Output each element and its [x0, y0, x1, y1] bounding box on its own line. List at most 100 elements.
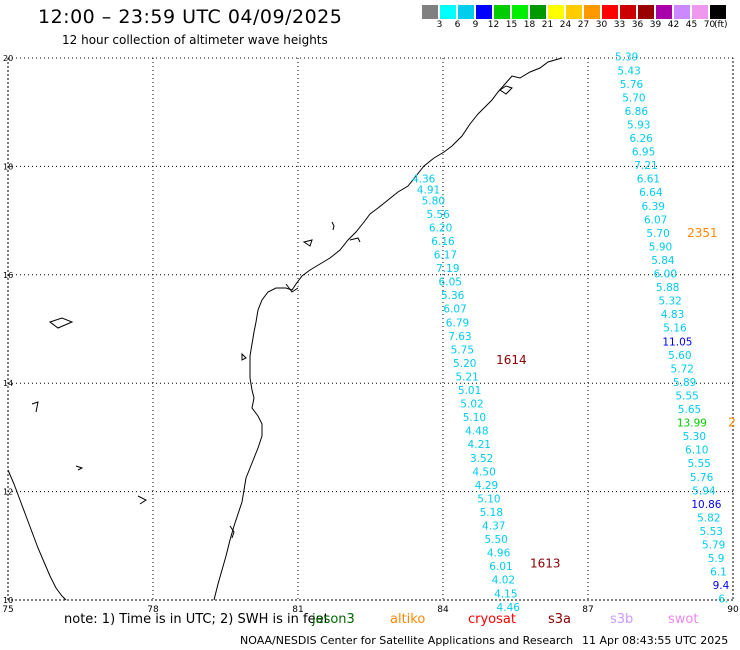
- x-tick-label: 84: [437, 605, 449, 612]
- axis-labels: 75 78 81 84 87 90 10 12 14 16 18 20: [2, 54, 739, 612]
- wave-height-reading: 4.37: [482, 521, 505, 533]
- colorbar-label: 6: [454, 20, 461, 30]
- wave-height-reading: 6.26: [629, 133, 653, 145]
- footer-credit: NOAA/NESDIS Center for Satellite Applica…: [240, 634, 574, 647]
- wave-height-reading: 5.55: [687, 458, 710, 470]
- island-3: [349, 237, 361, 243]
- y-tick-label: 16: [3, 271, 13, 280]
- wave-height-reading: 5.93: [627, 119, 650, 131]
- y-tick-label: 14: [3, 379, 13, 388]
- footer-timestamp: 11 Apr 08:43:55 UTC 2025: [582, 634, 729, 647]
- wave-height-reading: 6.00: [654, 269, 677, 281]
- wave-height-reading: 4.15: [494, 588, 517, 600]
- colorbar-bin: [494, 5, 511, 19]
- wave-height-reading: 5.20: [453, 358, 476, 370]
- time-label: 1613: [530, 556, 561, 570]
- wave-height-reading: 5.53: [700, 526, 723, 538]
- wave-height-reading: 4.48: [465, 426, 488, 438]
- y-tick-label: 12: [3, 488, 13, 497]
- colorbar-bin: [458, 5, 475, 19]
- wave-height-reading: 5.76: [620, 79, 644, 91]
- wave-height-reading: 5.36: [441, 290, 465, 302]
- wave-height-reading: 5.65: [678, 404, 701, 416]
- colorbar-bin: [440, 5, 457, 19]
- colorbar-label: 18: [523, 20, 536, 30]
- wave-height-reading: 5.89: [673, 377, 696, 389]
- colorbar-bin: [638, 5, 655, 19]
- colorbar-label: 15: [505, 20, 518, 30]
- wave-height-reading: 7.21: [634, 160, 657, 172]
- legend-jason3: jason3: [312, 612, 355, 627]
- inland-lake-3: [241, 352, 247, 361]
- chilika-lake: [499, 85, 513, 95]
- wave-height-reading: 4.29: [475, 480, 498, 492]
- wave-height-reading: 5.70: [646, 228, 669, 240]
- wave-height-reading: 5.21: [455, 371, 478, 383]
- colorbar-label: 30: [595, 20, 608, 30]
- colorbar-label: 33: [613, 20, 626, 30]
- colorbar-bin: [602, 5, 619, 19]
- colorbar-label: 21: [541, 20, 554, 30]
- wave-height-reading: 5.70: [622, 92, 645, 104]
- wave-height-reading: 5.30: [683, 431, 706, 443]
- x-tick-label: 78: [147, 605, 159, 612]
- wave-height-reading: 5.79: [702, 540, 725, 552]
- wave-height-reading: 6.61: [637, 174, 660, 186]
- time-labels: 16141613161223512: [496, 226, 736, 571]
- y-tick-label: 10: [3, 596, 13, 605]
- wave-height-reading: 5.88: [656, 282, 679, 294]
- inland-lake-2: [31, 401, 39, 413]
- wave-height-reading: 11.05: [662, 336, 692, 348]
- inland-lake-1: [48, 317, 74, 329]
- wave-height-reading: 6.39: [642, 201, 665, 213]
- colorbar-label: 3: [436, 20, 443, 30]
- track-east: 5.395.435.765.706.865.936.266.957.216.61…: [615, 52, 730, 606]
- y-tick-label: 20: [3, 54, 13, 63]
- wave-height-reading: 5.94: [692, 485, 716, 497]
- colorbar-bin: [584, 5, 601, 19]
- wave-height-reading: 4.21: [468, 439, 491, 451]
- altimeter-tracks: 4.364.915.80 5.566.20 6.16 6.177.19 6.055.36…: [412, 52, 730, 612]
- legend-s3a: s3a: [548, 612, 572, 627]
- colorbar-label: 9: [472, 20, 479, 30]
- wave-height-reading: 4.83: [661, 309, 684, 321]
- wave-height-reading: 6.07: [644, 214, 667, 226]
- colorbar-label: 70: [703, 20, 716, 30]
- wave-height-reading: 4.91: [417, 185, 440, 197]
- coastline: [7, 57, 563, 601]
- wave-height-reading: 5.84: [651, 255, 675, 267]
- wave-height-reading: 5.39: [615, 52, 638, 64]
- time-label: 2351: [687, 226, 718, 240]
- colorbar-bin: [548, 5, 565, 19]
- time-label: 2: [728, 416, 736, 430]
- wave-height-reading: 6.01: [489, 561, 512, 573]
- colorbar-bin: [710, 5, 727, 19]
- time-label: 1614: [496, 353, 527, 367]
- india-west-coast: [7, 469, 67, 601]
- wave-height-reading: 13.99: [677, 418, 707, 430]
- legend-cryosat: cryosat: [468, 612, 516, 627]
- chart-title: 12:00 – 23:59 UTC 04/09/2025: [38, 6, 343, 28]
- wave-height-reading: 5.01: [458, 385, 481, 397]
- note-text: note: 1) Time is in UTC; 2) SWH is in fe…: [64, 612, 329, 627]
- legend-s3b: s3b: [610, 612, 634, 627]
- wave-height-reading: 6.10: [685, 445, 708, 457]
- wave-height-reading: 6.20: [429, 222, 452, 234]
- wave-height-reading: 4.46: [497, 602, 521, 612]
- colorbar-label: 27: [577, 20, 590, 30]
- wave-height-reading: 5.72: [671, 363, 694, 375]
- wave-height-reading: 5.16: [663, 323, 687, 335]
- wave-height-reading: 5.9: [708, 553, 725, 565]
- pulicat-lake: [229, 525, 235, 539]
- wave-height-reading: 6.07: [443, 304, 466, 316]
- colorbar-bin: [566, 5, 583, 19]
- map-grid: [7, 57, 734, 601]
- colorbar-bin: [530, 5, 547, 19]
- wave-height-reading: 5.32: [658, 296, 681, 308]
- colorbar-label: 12: [487, 20, 500, 30]
- wave-height-reading: 5.82: [697, 512, 720, 524]
- wave-height-reading: 5.76: [690, 472, 714, 484]
- x-tick-label: 90: [727, 605, 739, 612]
- wave-height-reading: 6.: [718, 594, 728, 606]
- legend-altiko: altiko: [390, 612, 426, 627]
